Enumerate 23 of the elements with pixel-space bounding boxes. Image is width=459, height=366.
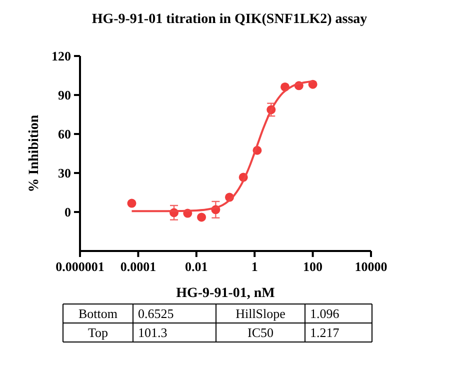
- text: Bottom: [78, 306, 118, 322]
- y-tick-label: 90: [58, 88, 71, 103]
- y-tick-label: 60: [58, 126, 71, 142]
- text: 1.096: [310, 306, 340, 322]
- text: Top: [88, 325, 108, 340]
- text: IC50: [248, 325, 274, 340]
- text: HillSlope: [236, 306, 286, 322]
- chart-title: HG-9-91-01 titration in QIK(SNF1LK2) assay: [92, 12, 368, 27]
- y-axis-title: % Inhibition: [27, 114, 42, 192]
- x-tick-label: 10000: [354, 259, 388, 274]
- x-tick-label: 0.0001: [120, 259, 156, 274]
- x-tick-label: 1: [251, 259, 258, 274]
- point: [197, 212, 206, 222]
- y-tick-label: 30: [58, 166, 71, 181]
- text: 101.3: [138, 325, 168, 340]
- x-tick-label: 0.01: [185, 259, 208, 274]
- x-tick-label: 0.000001: [56, 259, 104, 274]
- text: 0.6525: [138, 306, 174, 322]
- x-axis-title: HG-9-91-01, nM: [176, 286, 275, 301]
- y-tick-label: 0: [64, 204, 71, 220]
- x-tick-label: 100: [303, 259, 323, 274]
- text: 1.217: [310, 325, 340, 340]
- y-tick-label: 120: [52, 48, 71, 64]
